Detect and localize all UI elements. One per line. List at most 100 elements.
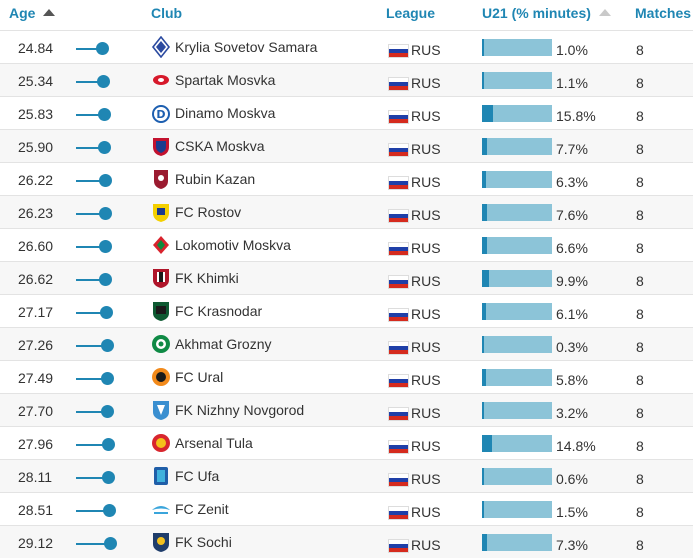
age-value: 24.84 [18, 40, 54, 56]
age-indicator-line [76, 543, 110, 545]
matches-count: 8 [636, 174, 644, 190]
u21-minutes-value: 9.9% [556, 273, 588, 289]
age-value: 25.34 [18, 73, 54, 89]
club-name[interactable]: Krylia Sovetov Samara [175, 39, 318, 55]
sort-icon[interactable] [598, 9, 611, 16]
table-row[interactable]: 26.22 Rubin Kazan RUS 6.3% 8 [0, 162, 693, 195]
club-name[interactable]: FC Zenit [175, 501, 229, 517]
ufa-crest [151, 465, 171, 487]
matches-count: 8 [636, 537, 644, 553]
ural-crest [151, 366, 171, 388]
russia-flag-icon [388, 308, 409, 322]
rubin-crest [151, 168, 171, 190]
club-name[interactable]: CSKA Moskva [175, 138, 265, 154]
matches-count: 8 [636, 339, 644, 355]
table-row[interactable]: 26.62 FK Khimki RUS 9.9% 8 [0, 261, 693, 294]
age-value: 28.51 [18, 502, 54, 518]
matches-count: 8 [636, 108, 644, 124]
table-row[interactable]: 28.11 FC Ufa RUS 0.6% 8 [0, 459, 693, 492]
russia-flag-icon [388, 506, 409, 520]
u21-minutes-bar-fill [482, 171, 487, 188]
u21-column-header[interactable]: U21 (% minutes) [482, 5, 611, 21]
club-column-header[interactable]: Club [151, 5, 183, 21]
table-header: Age Club League U21 (% minutes) Matches [0, 0, 693, 30]
russia-flag-icon [388, 77, 409, 91]
age-indicator-dot [98, 174, 112, 187]
club-name[interactable]: FC Ufa [175, 468, 220, 484]
age-indicator-dot [97, 141, 111, 154]
club-name[interactable]: FC Krasnodar [175, 303, 263, 319]
u21-minutes-bar [482, 501, 552, 518]
age-indicator-line [76, 411, 108, 413]
club-name[interactable]: Spartak Mosvka [175, 72, 276, 88]
club-name[interactable]: Lokomotiv Moskva [175, 237, 291, 253]
sort-ascending-icon[interactable] [43, 9, 56, 16]
matches-count: 8 [636, 207, 644, 223]
league-column-header[interactable]: League [386, 5, 436, 21]
age-indicator-line [76, 114, 104, 116]
club-name[interactable]: Akhmat Grozny [175, 336, 272, 352]
u21-minutes-bar-fill [482, 105, 494, 122]
u21-minutes-value: 7.7% [556, 141, 588, 157]
club-name[interactable]: FC Rostov [175, 204, 242, 220]
matches-count: 8 [636, 273, 644, 289]
rostov-crest [151, 201, 171, 223]
u21-minutes-bar [482, 204, 552, 221]
age-indicator-dot [100, 306, 114, 319]
table-row[interactable]: 28.51 FC Zenit RUS 1.5% 8 [0, 492, 693, 525]
league-code: RUS [411, 174, 441, 190]
table-row[interactable]: 27.17 FC Krasnodar RUS 6.1% 8 [0, 294, 693, 327]
table-row[interactable]: 25.90 CSKA Moskva RUS 7.7% 8 [0, 129, 693, 162]
table-row[interactable]: 26.23 FC Rostov RUS 7.6% 8 [0, 195, 693, 228]
u21-minutes-value: 7.6% [556, 207, 588, 223]
club-name[interactable]: FK Khimki [175, 270, 239, 286]
table-row[interactable]: 25.34 Spartak Mosvka RUS 1.1% 8 [0, 63, 693, 96]
club-name[interactable]: FK Nizhny Novgorod [175, 402, 305, 418]
u21-minutes-bar-fill [482, 336, 484, 353]
club-name[interactable]: FK Sochi [175, 534, 232, 550]
matches-count: 8 [636, 306, 644, 322]
u21-minutes-value: 1.5% [556, 504, 588, 520]
table-row[interactable]: 27.26 Akhmat Grozny RUS 0.3% 8 [0, 327, 693, 360]
age-value: 27.70 [18, 403, 54, 419]
age-indicator-dot [100, 372, 114, 385]
age-indicator-line [76, 48, 102, 50]
age-indicator-dot [97, 108, 111, 121]
matches-count: 8 [636, 372, 644, 388]
table-row[interactable]: 27.49 FC Ural RUS 5.8% 8 [0, 360, 693, 393]
age-indicator-dot [101, 405, 115, 418]
u21-minutes-bar [482, 72, 552, 89]
table-row[interactable]: 25.83 D Dinamo Moskva RUS 15.8% 8 [0, 96, 693, 129]
age-column-header[interactable]: Age [9, 5, 56, 21]
table-row[interactable]: 27.70 FK Nizhny Novgorod RUS 3.2% 8 [0, 393, 693, 426]
u21-minutes-bar-fill [482, 402, 485, 419]
club-name[interactable]: Rubin Kazan [175, 171, 256, 187]
age-indicator-line [76, 213, 105, 215]
club-name[interactable]: Dinamo Moskva [175, 105, 276, 121]
russia-flag-icon [388, 341, 409, 355]
russia-flag-icon [388, 209, 409, 223]
club-name[interactable]: FC Ural [175, 369, 224, 385]
u21-minutes-value: 14.8% [556, 438, 596, 454]
matches-count: 8 [636, 240, 644, 256]
u21-minutes-bar-fill [482, 435, 493, 452]
age-indicator-line [76, 444, 108, 446]
table-row[interactable]: 26.60 Lokomotiv Moskva RUS 6.6% 8 [0, 228, 693, 261]
dinamo-crest: D [151, 102, 171, 124]
u21-minutes-value: 15.8% [556, 108, 596, 124]
table-row[interactable]: 24.84 Krylia Sovetov Samara RUS 1.0% 8 [0, 30, 693, 63]
u21-minutes-bar [482, 105, 552, 122]
u21-minutes-bar [482, 237, 552, 254]
age-indicator-line [76, 312, 107, 314]
table-row[interactable]: 29.12 FK Sochi RUS 7.3% 8 [0, 525, 693, 558]
matches-column-header[interactable]: Matches [635, 5, 692, 21]
age-value: 26.23 [18, 205, 54, 221]
age-header-label: Age [9, 5, 36, 21]
u21-minutes-bar-fill [482, 237, 487, 254]
table-row[interactable]: 27.96 Arsenal Tula RUS 14.8% 8 [0, 426, 693, 459]
svg-text:D: D [156, 108, 165, 121]
matches-count: 8 [636, 504, 644, 520]
matches-count: 8 [636, 438, 644, 454]
club-name[interactable]: Arsenal Tula [175, 435, 253, 451]
zenit-crest [151, 498, 171, 520]
